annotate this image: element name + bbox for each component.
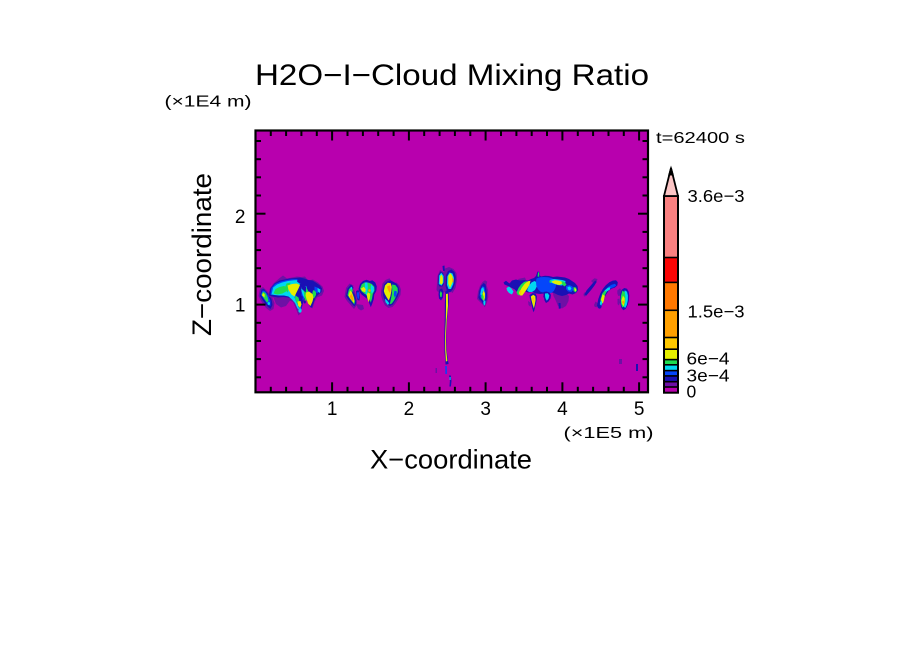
svg-text:0: 0	[687, 381, 697, 401]
svg-text:1: 1	[235, 295, 246, 316]
svg-text:H2O−I−Cloud Mixing Ratio: H2O−I−Cloud Mixing Ratio	[255, 59, 649, 92]
svg-text:5: 5	[634, 399, 645, 420]
svg-text:X−coordinate: X−coordinate	[370, 444, 532, 474]
svg-text:Z−coordinate: Z−coordinate	[187, 173, 217, 336]
svg-text:6e−4: 6e−4	[687, 349, 730, 369]
svg-text:3: 3	[480, 399, 491, 420]
svg-text:2: 2	[404, 399, 415, 420]
svg-text:t=62400 s: t=62400 s	[656, 130, 745, 147]
svg-text:2: 2	[235, 207, 246, 228]
svg-text:1: 1	[327, 399, 338, 420]
svg-text:4: 4	[557, 399, 568, 420]
svg-text:3e−4: 3e−4	[687, 365, 730, 385]
svg-text:(×1E5 m): (×1E5 m)	[564, 425, 654, 442]
svg-text:(×1E4 m): (×1E4 m)	[165, 94, 252, 111]
svg-text:3.6e−3: 3.6e−3	[688, 186, 745, 206]
svg-text:1.5e−3: 1.5e−3	[688, 302, 745, 322]
